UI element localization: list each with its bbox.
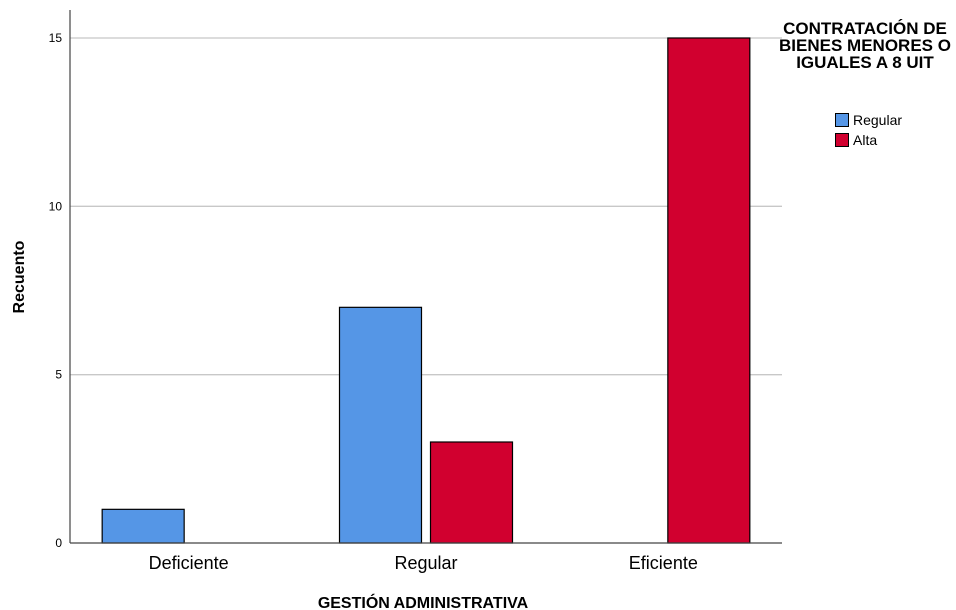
gridlines	[70, 37, 782, 376]
bar-regular-regular	[338, 306, 423, 544]
legend-label-regular: Regular	[853, 112, 903, 128]
y-axis-title: Recuento	[11, 240, 28, 313]
y-tick-label-15: 15	[49, 31, 63, 45]
legend-swatch-regular	[835, 113, 849, 127]
legend-label-alta: Alta	[853, 132, 878, 148]
bar-eficiente-alta	[667, 37, 751, 544]
bar-regular-alta	[429, 441, 514, 544]
y-tick-label-5: 5	[55, 368, 62, 382]
bars	[101, 37, 751, 544]
y-tick-label-0: 0	[55, 536, 62, 550]
legend-item-alta: Alta	[835, 132, 877, 148]
bar-deficiente-regular	[101, 508, 185, 544]
x-tick-label-regular: Regular	[394, 553, 457, 573]
legend-title: CONTRATACIÓN DE BIENES MENORES O IGUALES…	[779, 19, 951, 72]
legend-item-regular: Regular	[835, 112, 902, 128]
y-tick-label-10: 10	[49, 199, 63, 213]
x-tick-label-deficiente: Deficiente	[149, 553, 229, 573]
y-tick-labels: 0 5 10 15	[49, 31, 63, 550]
x-axis-title: GESTIÓN ADMINISTRATIVA	[318, 593, 529, 610]
x-tick-label-eficiente: Eficiente	[629, 553, 698, 573]
axes	[69, 10, 782, 544]
x-tick-labels: Deficiente Regular Eficiente	[149, 553, 698, 573]
legend-swatch-alta	[835, 133, 849, 147]
